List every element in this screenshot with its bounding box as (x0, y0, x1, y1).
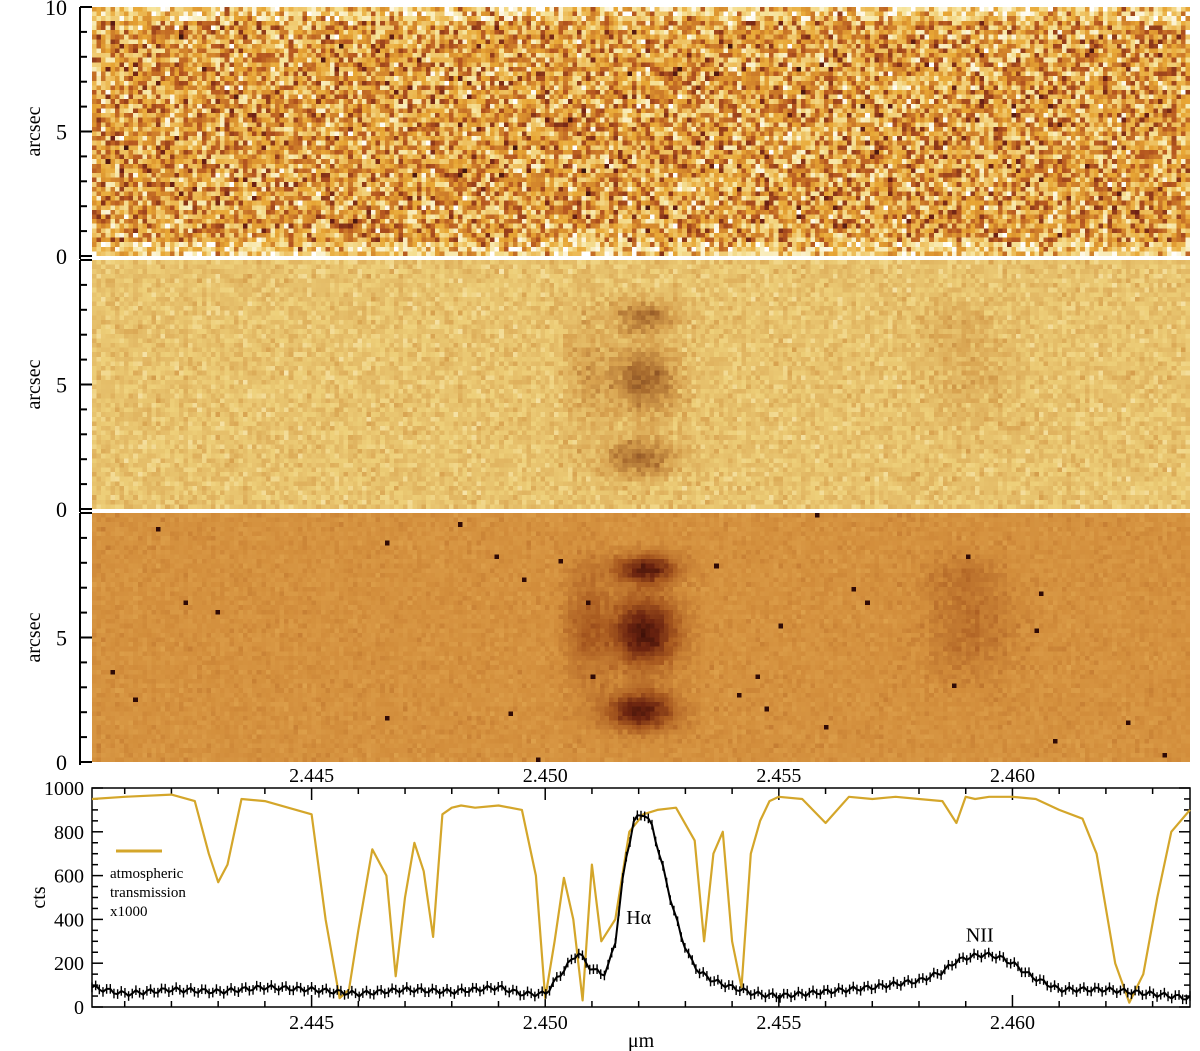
atmospheric-transmission-line (91, 793, 1191, 1004)
y-tick-label-top: 10 (45, 0, 67, 20)
image-x-tick-label: 2.455 (756, 765, 801, 787)
annotation-label: NII (966, 924, 994, 946)
y-tick-label-top: 5 (56, 120, 67, 145)
image-x-tick-label: 2.460 (990, 765, 1035, 787)
spectrum-y-tick-label: 200 (54, 953, 84, 975)
spectrum-image-top (92, 7, 1190, 256)
spectrum-y-tick-label: 800 (54, 822, 84, 844)
legend-label: atmospheric transmission x1000 (110, 866, 186, 920)
spectrum-x-tick-label: 2.460 (990, 1012, 1035, 1034)
y-axis-label-bottom: arcsec (23, 612, 45, 662)
spectrum-x-tick-label: 2.445 (289, 1012, 334, 1034)
spectrum-y-tick-label: 1000 (44, 778, 84, 800)
observed-spectrum-line (91, 814, 1191, 1001)
spectrum-x-tick-label: 2.455 (756, 1012, 801, 1034)
y-tick-label-bottom: 5 (56, 626, 67, 651)
y-axis-label-middle: arcsec (23, 359, 45, 409)
y-tick-label-middle: 5 (56, 373, 67, 398)
y-tick-label-middle: 0 (56, 497, 67, 522)
spectrum-x-tick-label: 2.450 (523, 1012, 568, 1034)
spectrum-y-axis-label: cts (28, 886, 50, 908)
spectrum-image-middle (92, 260, 1190, 509)
image-x-tick-label: 2.450 (523, 765, 568, 787)
spectrum-y-tick-label: 400 (54, 909, 84, 931)
annotation-label: Hα (626, 907, 651, 929)
y-tick-label-bottom: 0 (56, 750, 67, 775)
spectrum-y-tick-label: 600 (54, 866, 84, 888)
image-x-tick-label: 2.445 (289, 765, 334, 787)
spectrum-x-axis-label: μm (628, 1030, 655, 1051)
y-tick-label-top: 0 (56, 244, 67, 269)
spectrum-image-bottom (92, 513, 1190, 762)
spectrum-y-tick-label: 0 (74, 997, 84, 1019)
y-axis-label-top: arcsec (23, 106, 45, 156)
